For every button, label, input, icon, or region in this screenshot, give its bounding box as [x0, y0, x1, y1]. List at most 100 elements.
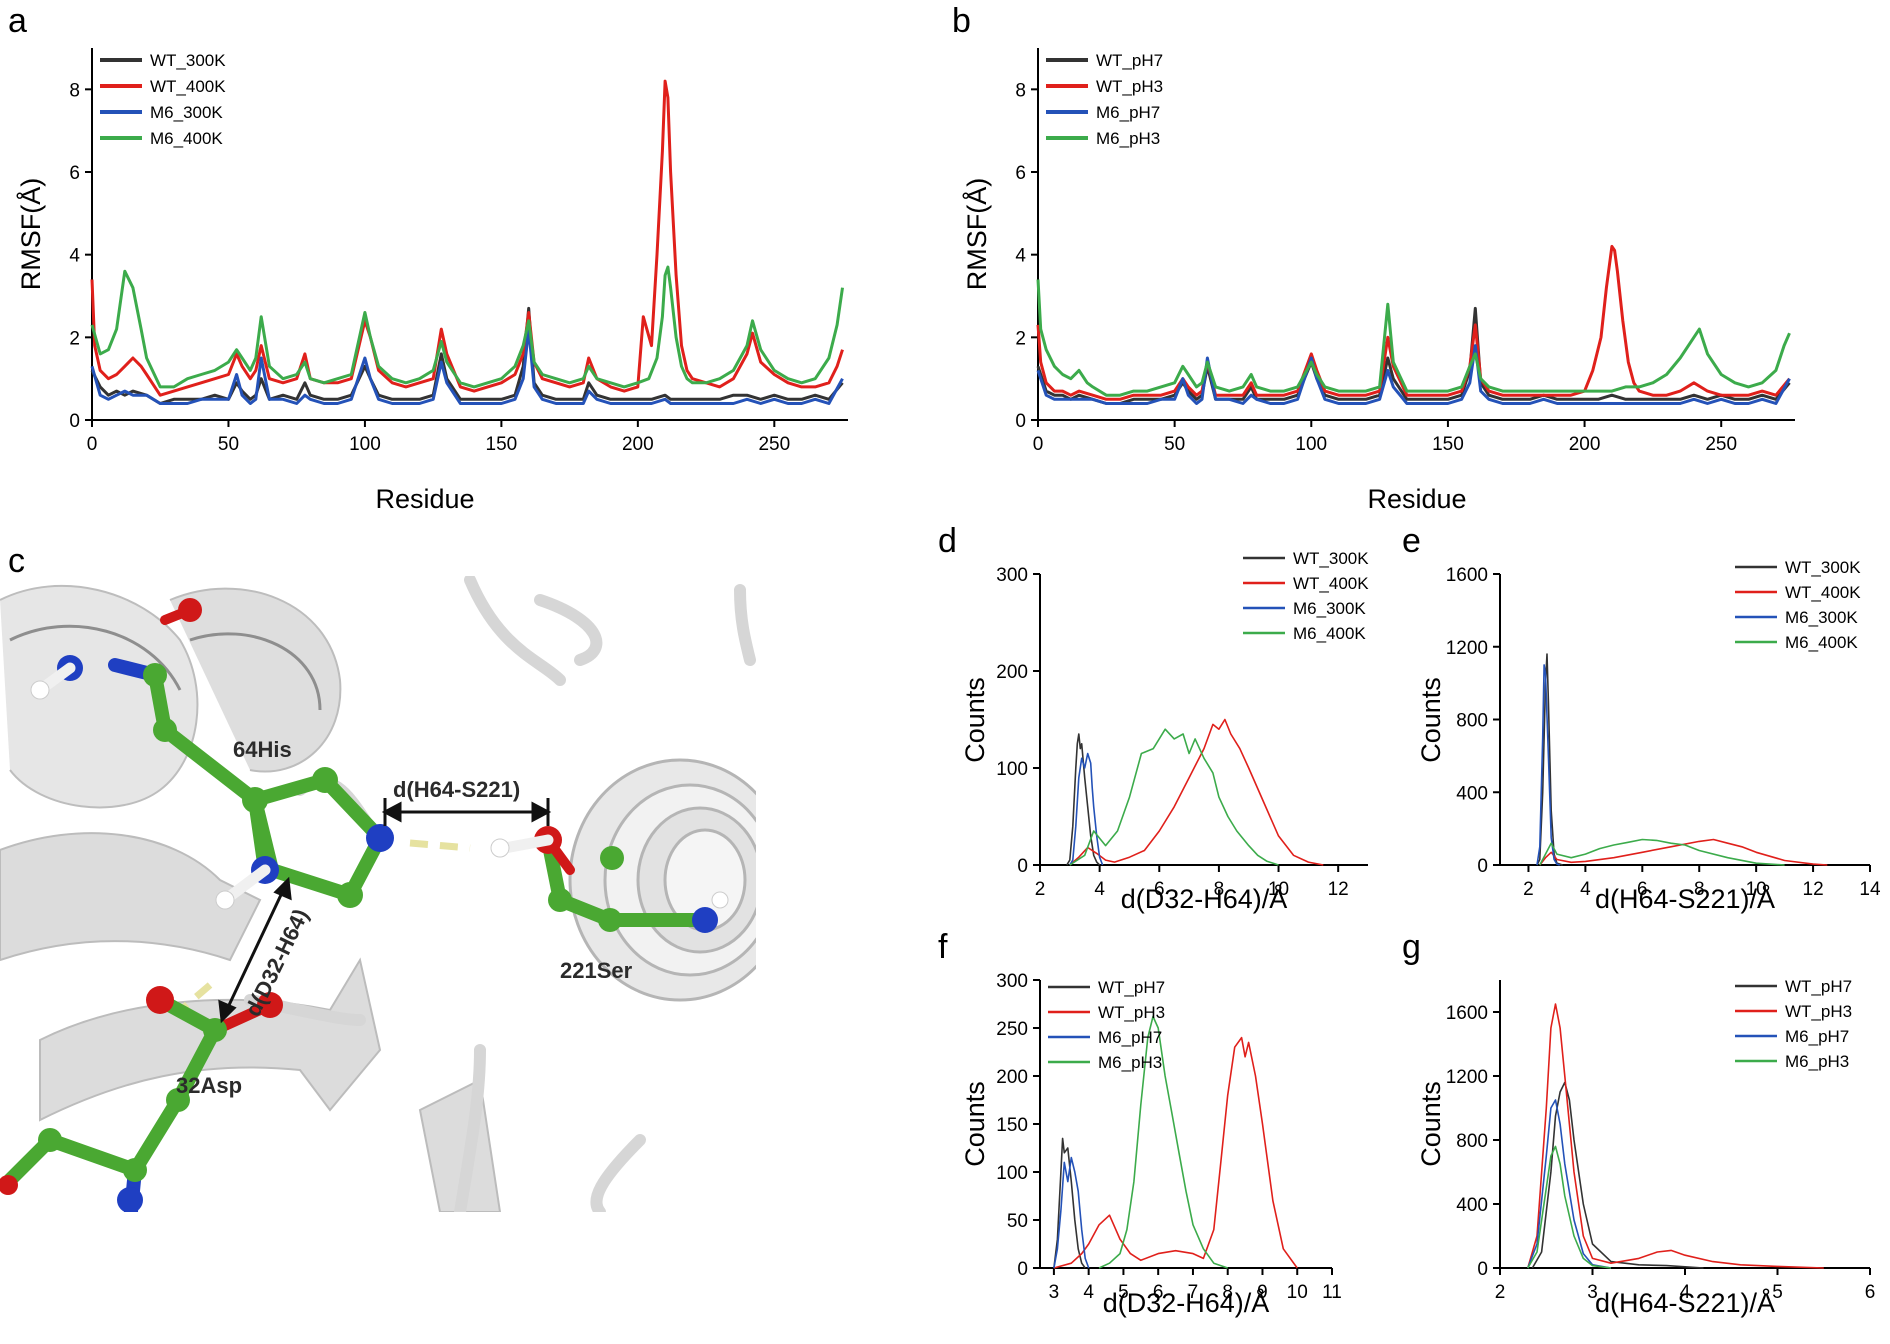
y-tick-label-e: 1600 — [1446, 565, 1488, 586]
legend-label-f: M6_pH3 — [1098, 1053, 1162, 1072]
legend-label-a: WT_400K — [150, 77, 226, 96]
series-line-f-m6_ph7 — [1053, 1156, 1090, 1269]
legend-label-f: M6_pH7 — [1098, 1028, 1162, 1047]
x-tick-label-e: 6 — [1637, 879, 1648, 900]
y-tick-label-f: 100 — [996, 1163, 1028, 1184]
y-tick-label-a: 6 — [69, 163, 80, 184]
x-tick-label-d: 2 — [1035, 879, 1046, 900]
y-tick-label-g: 1200 — [1446, 1067, 1488, 1088]
y-tick-label-d: 300 — [996, 565, 1028, 586]
series-line-a-m6_300k — [90, 327, 844, 405]
y-tick-label-a: 4 — [69, 246, 80, 267]
x-axis-label-a: Residue — [375, 484, 474, 514]
series-line-a-wt_300k — [90, 306, 844, 405]
y-tick-label-f: 150 — [996, 1115, 1028, 1136]
legend-label-e: M6_400K — [1785, 633, 1858, 652]
y-tick-label-f: 250 — [996, 1019, 1028, 1040]
distance-arrows — [218, 798, 552, 1024]
legend-label-g: M6_pH3 — [1785, 1052, 1849, 1071]
y-tick-label-a: 2 — [69, 328, 80, 349]
chart-g-h64-s221-ph: 2 3 4 5 6 0 400 800 1200 1600 d(H64-S221)/Å Counts W… — [1416, 977, 1875, 1318]
x-tick-label-a: 50 — [218, 434, 239, 455]
y-tick-label-b: 8 — [1015, 80, 1026, 101]
legend-label-b: WT_pH7 — [1096, 51, 1163, 70]
x-tick-label-f: 9 — [1257, 1282, 1268, 1303]
chart-b-rmsf-ph: 0 50 100 150 200 250 0 2 4 6 8 Residue RMSF(Å) WT_pH7… — [961, 48, 1795, 514]
x-tick-label-a: 200 — [622, 434, 654, 455]
legend-label-d: M6_300K — [1293, 599, 1366, 618]
y-tick-label-g: 800 — [1456, 1131, 1488, 1152]
y-tick-label-f: 200 — [996, 1067, 1028, 1088]
x-tick-label-f: 7 — [1188, 1282, 1199, 1303]
x-tick-label-g: 2 — [1495, 1282, 1506, 1303]
y-axis-label-g: Counts — [1416, 1081, 1446, 1167]
series-line-f-wt_ph3 — [1053, 1036, 1298, 1269]
x-tick-label-d: 4 — [1094, 879, 1105, 900]
panel-label-b: b — [952, 2, 971, 40]
serine-221 — [490, 826, 729, 933]
series-line-b-wt_ph3 — [1036, 244, 1791, 401]
y-tick-label-f: 50 — [1007, 1211, 1028, 1232]
legend-label-d: M6_400K — [1293, 624, 1366, 643]
legend-label-b: M6_pH3 — [1096, 129, 1160, 148]
legend-label-f: WT_pH3 — [1098, 1003, 1165, 1022]
x-tick-label-b: 100 — [1295, 434, 1327, 455]
x-tick-label-b: 250 — [1705, 434, 1737, 455]
x-tick-label-e: 12 — [1803, 879, 1824, 900]
x-tick-label-a: 0 — [87, 434, 98, 455]
panel-label-g: g — [1402, 928, 1421, 966]
x-tick-label-e: 8 — [1694, 879, 1705, 900]
legend-label-a: M6_400K — [150, 129, 223, 148]
legend-label-e: M6_300K — [1785, 608, 1858, 627]
x-tick-label-a: 150 — [486, 434, 518, 455]
chart-f-d32-h64-ph: 3 4 5 6 7 8 9 10 11 0 50 100 150 200 250 300 d(D32-H64)/… — [960, 971, 1342, 1318]
series-line-b-m6_ph3 — [1036, 279, 1791, 397]
x-tick-label-d: 10 — [1268, 879, 1289, 900]
series-line-e-m6_300k — [1536, 664, 1561, 866]
y-tick-label-g: 0 — [1477, 1259, 1488, 1280]
series-line-g-m6_ph3 — [1527, 1145, 1612, 1269]
series-line-f-wt_ph7 — [1053, 1137, 1086, 1269]
x-tick-label-e: 14 — [1859, 879, 1881, 900]
y-tick-label-d: 0 — [1017, 856, 1028, 877]
y-tick-label-b: 6 — [1015, 163, 1026, 184]
legend-label-d: WT_400K — [1293, 574, 1369, 593]
y-tick-label-d: 100 — [996, 759, 1028, 780]
x-axis-label-d: d(D32-H64)/Å — [1121, 883, 1288, 914]
x-axis-label-f: d(D32-H64)/Å — [1103, 1287, 1270, 1318]
series-line-g-wt_ph3 — [1527, 1003, 1824, 1269]
series-line-d-wt_300k — [1066, 733, 1101, 866]
y-tick-label-b: 0 — [1015, 411, 1026, 432]
legend-label-e: WT_300K — [1785, 558, 1861, 577]
y-tick-label-a: 8 — [69, 80, 80, 101]
series-line-a-m6_400k — [90, 265, 844, 389]
series-line-g-m6_ph7 — [1527, 1099, 1612, 1269]
legend-label-b: WT_pH3 — [1096, 77, 1163, 96]
series-line-e-wt_400k — [1539, 838, 1828, 866]
panel-label-f: f — [938, 928, 948, 966]
x-tick-label-f: 4 — [1083, 1282, 1094, 1303]
aspartate-32 — [0, 986, 283, 1212]
axis-frame-f — [1039, 980, 1332, 1269]
x-tick-label-d: 12 — [1328, 879, 1349, 900]
legend-label-g: M6_pH7 — [1785, 1027, 1849, 1046]
panel-label-a: a — [8, 2, 27, 40]
series-line-f-m6_ph3 — [1098, 1015, 1228, 1269]
legend-label-a: WT_300K — [150, 51, 226, 70]
y-tick-label-d: 200 — [996, 662, 1028, 683]
legend-label-g: WT_pH7 — [1785, 977, 1852, 996]
panel-label-d: d — [938, 522, 957, 560]
series-line-a-wt_400k — [90, 79, 844, 397]
x-tick-label-f: 6 — [1153, 1282, 1164, 1303]
x-tick-label-g: 4 — [1680, 1282, 1691, 1303]
panel-label-c: c — [8, 542, 25, 580]
x-tick-label-f: 10 — [1287, 1282, 1308, 1303]
legend-label-b: M6_pH7 — [1096, 103, 1160, 122]
y-tick-label-e: 0 — [1477, 856, 1488, 877]
y-tick-label-a: 0 — [69, 411, 80, 432]
y-axis-label-f: Counts — [960, 1081, 990, 1167]
label-d-h64-s221: d(H64-S221) — [393, 777, 520, 802]
label-32asp: 32Asp — [176, 1073, 242, 1098]
x-tick-label-b: 150 — [1432, 434, 1464, 455]
series-line-g-wt_ph7 — [1531, 1081, 1704, 1269]
